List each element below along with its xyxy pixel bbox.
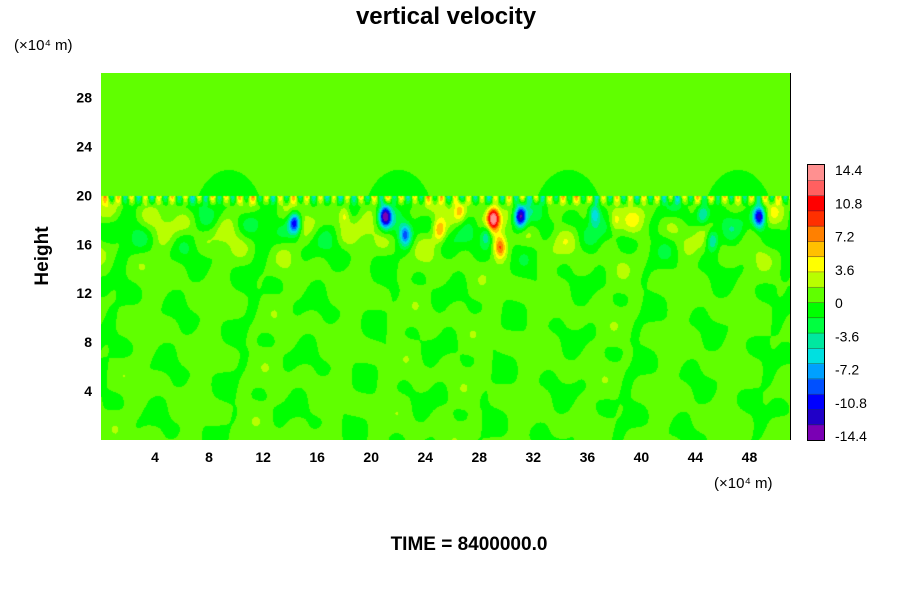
x-tick-label: 36 bbox=[580, 449, 596, 465]
y-tick-label: 4 bbox=[84, 383, 92, 399]
y-unit-label: (×10⁴ m) bbox=[14, 37, 73, 54]
colorbar-swatch bbox=[808, 394, 824, 410]
colorbar-tick-label: 3.6 bbox=[835, 262, 855, 278]
y-tick-label: 8 bbox=[84, 334, 92, 350]
colorbar-tick-labels: 14.4 10.8 7.2 3.6 0 -3.6 -7.2 -10.8 -14.4 bbox=[835, 162, 867, 444]
colorbar-swatch bbox=[808, 256, 824, 273]
y-tick-label: 28 bbox=[76, 89, 92, 105]
time-label: TIME = 8400000.0 bbox=[391, 534, 548, 555]
colorbar-swatch bbox=[808, 271, 824, 288]
x-tick-label: 8 bbox=[205, 449, 213, 465]
y-tick-label: 24 bbox=[76, 138, 92, 154]
x-tick-label: 24 bbox=[417, 449, 433, 465]
x-tick-label: 16 bbox=[309, 449, 325, 465]
x-tick-label: 12 bbox=[255, 449, 271, 465]
colorbar-swatch bbox=[808, 195, 824, 212]
colorbar-tick-label: 0 bbox=[835, 295, 843, 311]
colorbar-tick-label: -14.4 bbox=[835, 428, 867, 444]
colorbar-tick-label: -7.2 bbox=[835, 362, 859, 378]
colorbar-frame bbox=[807, 164, 825, 441]
colorbar-swatch bbox=[808, 363, 824, 380]
colorbar: 14.4 10.8 7.2 3.6 0 -3.6 -7.2 -10.8 -14.4 bbox=[807, 162, 867, 444]
x-tick-labels: 4 8 12 16 20 24 28 32 36 40 44 48 bbox=[151, 449, 757, 465]
colorbar-swatch bbox=[808, 424, 824, 441]
y-tick-label: 16 bbox=[76, 236, 92, 252]
colorbar-swatch bbox=[808, 378, 824, 395]
colorbar-tick-label: 10.8 bbox=[835, 195, 862, 211]
x-tick-label: 44 bbox=[688, 449, 704, 465]
colorbar-tick-label: 7.2 bbox=[835, 229, 855, 245]
colorbar-swatch bbox=[808, 302, 824, 319]
y-axis-label: Height bbox=[32, 226, 53, 286]
y-tick-label: 12 bbox=[76, 285, 92, 301]
colorbar-tick-label: -10.8 bbox=[835, 395, 867, 411]
heatmap-field bbox=[101, 73, 790, 440]
x-tick-label: 28 bbox=[471, 449, 487, 465]
x-unit-label: (×10⁴ m) bbox=[714, 475, 773, 492]
plot-area bbox=[101, 73, 791, 440]
colorbar-swatch bbox=[808, 180, 824, 197]
x-tick-label: 20 bbox=[363, 449, 379, 465]
colorbar-swatch bbox=[808, 333, 824, 349]
x-tick-label: 40 bbox=[634, 449, 650, 465]
colorbar-swatch bbox=[808, 210, 824, 227]
colorbar-swatch bbox=[808, 165, 824, 181]
y-tick-label: 20 bbox=[76, 187, 92, 203]
y-tick-labels: 4 8 12 16 20 24 28 bbox=[76, 89, 92, 399]
colorbar-swatch bbox=[808, 317, 824, 334]
colorbar-swatch bbox=[808, 409, 824, 426]
colorbar-swatches bbox=[808, 165, 824, 441]
colorbar-swatch bbox=[808, 226, 824, 242]
colorbar-swatch bbox=[808, 287, 824, 303]
colorbar-tick-label: -3.6 bbox=[835, 328, 859, 344]
chart-title: vertical velocity bbox=[356, 3, 537, 30]
colorbar-swatch bbox=[808, 348, 824, 365]
x-tick-label: 4 bbox=[151, 449, 159, 465]
colorbar-tick-label: 14.4 bbox=[835, 162, 862, 178]
x-tick-label: 32 bbox=[526, 449, 542, 465]
x-tick-label: 48 bbox=[742, 449, 758, 465]
colorbar-swatch bbox=[808, 241, 824, 258]
